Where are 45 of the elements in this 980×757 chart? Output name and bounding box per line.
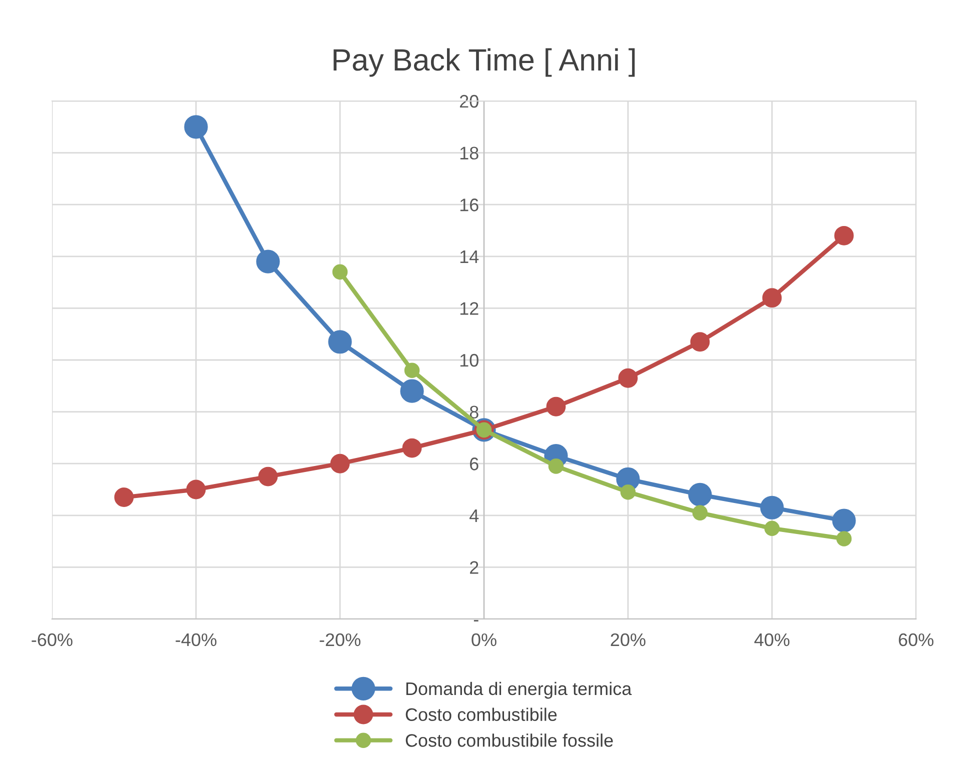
point: [618, 368, 638, 388]
point: [114, 488, 134, 507]
point: [548, 458, 564, 474]
point: [832, 508, 856, 532]
point: [184, 115, 208, 139]
y-tick-label: 6: [470, 458, 478, 470]
point: [836, 531, 852, 546]
point: [760, 496, 784, 520]
point: [256, 250, 280, 274]
x-tick-label: 60%: [898, 633, 934, 646]
y-tick-label: 18: [460, 146, 478, 160]
point: [546, 396, 566, 416]
chart-title: Pay Back Time [ Anni ]: [334, 48, 635, 77]
y-tick-label: 4: [470, 510, 479, 522]
x-tick-label: -40%: [176, 633, 216, 646]
legend-label: Domanda di energia termica: [406, 682, 632, 699]
point: [186, 480, 206, 500]
point: [762, 288, 782, 308]
x-tick-label: 0%: [472, 633, 496, 646]
point: [328, 330, 352, 354]
point: [402, 438, 422, 458]
point: [620, 484, 636, 500]
point: [404, 362, 420, 378]
y-tick-label: -: [474, 620, 478, 622]
point: [690, 332, 710, 352]
y-tick-label: 8: [470, 406, 478, 419]
x-tick-label: -60%: [32, 633, 72, 646]
point: [400, 379, 424, 403]
legend-label: Costo combustibile: [406, 708, 557, 721]
y-tick-label: 10: [460, 354, 478, 367]
point: [834, 226, 854, 246]
y-tick-label: 14: [460, 250, 479, 263]
point: [688, 482, 712, 506]
legend-label: Costo combustibile fossile: [406, 734, 613, 747]
point: [692, 505, 708, 520]
y-tick-label: 12: [460, 302, 478, 315]
y-tick-label: 2: [470, 561, 478, 574]
point: [764, 520, 780, 536]
point: [330, 454, 350, 474]
point: [332, 264, 348, 280]
point: [258, 466, 278, 486]
y-tick-label: 16: [460, 198, 478, 212]
x-tick-label: 20%: [610, 633, 646, 646]
x-tick-label: -20%: [320, 633, 360, 646]
x-tick-label: 40%: [754, 633, 790, 646]
